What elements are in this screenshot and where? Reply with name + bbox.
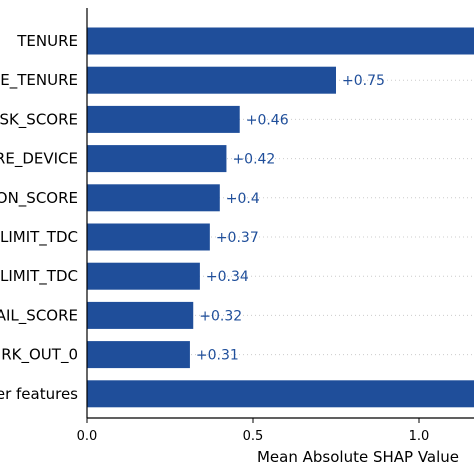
data-label: +0.32 bbox=[199, 308, 242, 324]
category-label: AIL_SCORE bbox=[0, 306, 78, 325]
data-label: +0.75 bbox=[342, 73, 385, 89]
x-tick-label: 0.5 bbox=[243, 429, 264, 444]
category-label: SK_SCORE bbox=[0, 110, 78, 129]
bar bbox=[87, 27, 474, 55]
data-label: +0.37 bbox=[216, 230, 259, 246]
bar bbox=[87, 341, 190, 369]
category-label: LIMIT_TDC bbox=[0, 267, 78, 286]
bar bbox=[87, 66, 336, 94]
data-label: +0.42 bbox=[232, 152, 275, 168]
bar bbox=[87, 184, 220, 212]
category-label: TENURE bbox=[16, 32, 78, 50]
category-label: ON_SCORE bbox=[0, 189, 78, 208]
category-label: LIMIT_TDC bbox=[0, 228, 78, 247]
category-label: E_TENURE bbox=[0, 71, 78, 90]
data-label: +0.4 bbox=[226, 191, 260, 207]
bar bbox=[87, 301, 194, 329]
category-label: RE_DEVICE bbox=[0, 150, 78, 169]
x-axis-title: Mean Absolute SHAP Value bbox=[257, 448, 459, 466]
data-label: +0.31 bbox=[196, 348, 239, 364]
x-tick-label: 1.0 bbox=[409, 429, 430, 444]
x-tick-label: 0.0 bbox=[77, 429, 98, 444]
bar bbox=[87, 223, 210, 251]
category-label: RK_OUT_0 bbox=[1, 346, 78, 365]
category-label: er features bbox=[0, 385, 78, 403]
bar bbox=[87, 105, 240, 133]
data-label: +0.46 bbox=[246, 112, 289, 128]
data-label: +0.34 bbox=[206, 269, 249, 285]
bar bbox=[87, 145, 227, 173]
bar bbox=[87, 262, 200, 290]
bar bbox=[87, 380, 474, 408]
